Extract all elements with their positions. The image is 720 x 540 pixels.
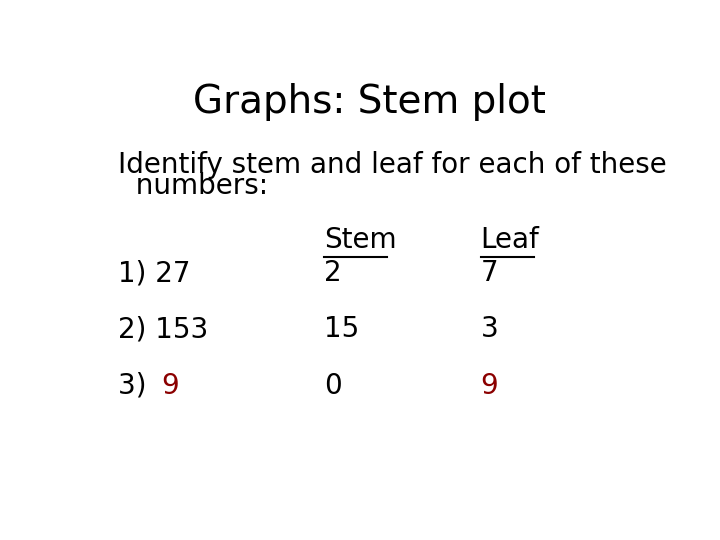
- Text: 3: 3: [481, 315, 498, 343]
- Text: 9: 9: [161, 372, 179, 400]
- Text: 1) 27: 1) 27: [118, 259, 190, 287]
- Text: Stem: Stem: [324, 226, 397, 254]
- Text: Identify stem and leaf for each of these: Identify stem and leaf for each of these: [118, 151, 667, 179]
- Text: 2) 153: 2) 153: [118, 315, 208, 343]
- Text: 3): 3): [118, 372, 164, 400]
- Text: Graphs: Stem plot: Graphs: Stem plot: [192, 83, 546, 121]
- Text: numbers:: numbers:: [118, 172, 268, 200]
- Text: 9: 9: [481, 372, 498, 400]
- Text: 0: 0: [324, 372, 342, 400]
- Text: 15: 15: [324, 315, 359, 343]
- Text: 7: 7: [481, 259, 498, 287]
- Text: Leaf: Leaf: [481, 226, 539, 254]
- Text: 2: 2: [324, 259, 342, 287]
